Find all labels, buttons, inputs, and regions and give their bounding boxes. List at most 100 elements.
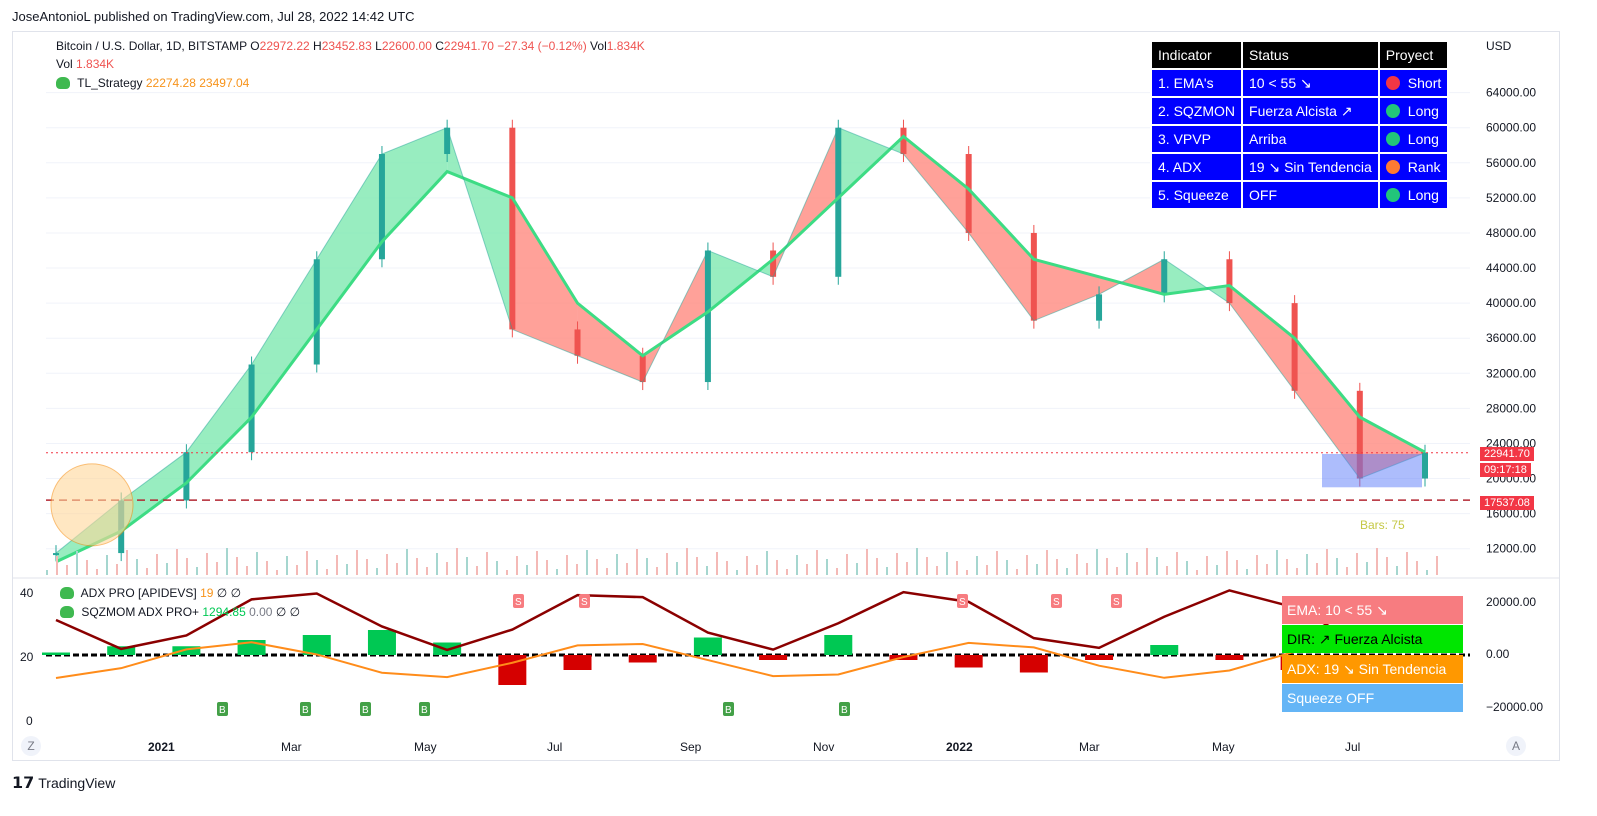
buy-signal-marker bbox=[723, 702, 734, 716]
sqzmom-legend[interactable]: SQZMOM ADX PRO+ 1294.85 0.00 ∅ ∅ bbox=[60, 605, 300, 619]
volume-bar bbox=[1256, 555, 1258, 575]
volume-bar bbox=[616, 554, 618, 575]
momentum-bar bbox=[42, 652, 70, 655]
row-status: Arriba bbox=[1241, 124, 1380, 154]
ema-fill-segment bbox=[1229, 285, 1295, 391]
buy-signal-marker bbox=[300, 702, 311, 716]
volume-bar bbox=[1286, 559, 1288, 575]
header-status: Status bbox=[1241, 40, 1380, 70]
ema-fill-segment bbox=[707, 250, 774, 312]
y-tick-label: 40000.00 bbox=[1486, 296, 1536, 310]
x-tick-label: Mar bbox=[1079, 740, 1100, 754]
volume-bar bbox=[106, 555, 108, 575]
volume-bar bbox=[1026, 555, 1028, 575]
volume-bar bbox=[986, 565, 988, 575]
volume-bar bbox=[1366, 562, 1368, 575]
auto-scale-button[interactable]: A bbox=[1506, 736, 1526, 756]
volume-bar bbox=[1346, 567, 1348, 575]
volume-bar bbox=[466, 557, 468, 575]
momentum-bar bbox=[693, 637, 722, 655]
volume-bar bbox=[346, 564, 348, 575]
volume-bar bbox=[436, 553, 438, 575]
open-label: O bbox=[250, 39, 260, 53]
volume-legend[interactable]: Vol 1.834K bbox=[56, 57, 114, 71]
volume-bar bbox=[656, 567, 658, 575]
volume-bar bbox=[1426, 570, 1428, 575]
volume-bar bbox=[86, 560, 88, 575]
volume-bar bbox=[906, 562, 908, 575]
strategy-value-2: 23497.04 bbox=[199, 76, 250, 90]
volume-bar bbox=[796, 555, 798, 575]
strategy-legend[interactable]: TL_Strategy 22274.28 23497.04 bbox=[56, 76, 249, 90]
volume-bar bbox=[406, 549, 408, 575]
volume-bar bbox=[806, 564, 808, 575]
adx-legend-v3: ∅ bbox=[230, 586, 242, 600]
volume-bar bbox=[636, 549, 638, 575]
volume-bar bbox=[286, 556, 288, 575]
volume-bar bbox=[326, 569, 328, 575]
indicator-table: Indicator Status Proyect 1. EMA's 10 < 5… bbox=[1149, 40, 1450, 210]
row-indicator: 5. Squeeze bbox=[1149, 180, 1244, 210]
volume-bar bbox=[366, 559, 368, 575]
tradingview-logo[interactable]: 𝟭𝟳 TradingView bbox=[12, 773, 115, 793]
y-tick-label: 56000.00 bbox=[1486, 156, 1536, 170]
volume-bar bbox=[726, 561, 728, 575]
y-tick-label: 44000.00 bbox=[1486, 261, 1536, 275]
x-tick-label: May bbox=[414, 740, 437, 754]
low-value: 22600.00 bbox=[381, 39, 432, 53]
row-proyect: Long bbox=[1377, 96, 1450, 126]
row-indicator: 2. SQZMON bbox=[1149, 96, 1244, 126]
volume-bar bbox=[1066, 568, 1068, 575]
lower-left-axis-0: 0 bbox=[26, 714, 33, 728]
row-status: 19 ↘ Sin Tendencia bbox=[1241, 152, 1380, 182]
y-tick-label: 16000.00 bbox=[1486, 507, 1536, 521]
ema-fill-segment bbox=[121, 452, 187, 532]
candle bbox=[704, 250, 711, 383]
volume-bar bbox=[856, 563, 858, 575]
volume-bar bbox=[586, 550, 588, 575]
volume-bar bbox=[176, 549, 178, 575]
frog-icon bbox=[60, 606, 74, 618]
volume-bar bbox=[1306, 554, 1308, 575]
adx-legend-v1: 19 bbox=[200, 586, 214, 600]
vol-value: 1.834K bbox=[606, 39, 645, 53]
row-indicator: 3. VPVP bbox=[1149, 124, 1244, 154]
symbol-name: Bitcoin / U.S. Dollar, 1D, BITSTAMP bbox=[56, 39, 247, 53]
row-status: OFF bbox=[1241, 180, 1380, 210]
ema-fill-segment bbox=[316, 154, 382, 330]
last-price-tag: 22941.70 bbox=[1480, 447, 1534, 461]
volume-bar bbox=[1276, 550, 1278, 575]
x-tick-label: Jul bbox=[1345, 740, 1360, 754]
momentum-bar bbox=[563, 655, 592, 670]
buy-signal-label: B bbox=[302, 705, 309, 716]
strategy-value-1: 22274.28 bbox=[145, 76, 196, 90]
header-proyect: Proyect bbox=[1377, 40, 1450, 70]
volume-bar bbox=[1196, 570, 1198, 575]
ema-fill-segment bbox=[1294, 338, 1360, 479]
zoom-reset-button[interactable]: Z bbox=[21, 736, 41, 756]
high-label: H bbox=[313, 39, 322, 53]
ema-fill-segment bbox=[838, 127, 904, 198]
candle bbox=[183, 452, 190, 501]
candle bbox=[444, 127, 451, 155]
change-value: −27.34 (−0.12%) bbox=[497, 39, 587, 53]
close-value: 22941.70 bbox=[443, 39, 494, 53]
candle bbox=[53, 553, 59, 556]
volume-bar bbox=[146, 568, 148, 575]
adx-legend[interactable]: ADX PRO [APIDEVS] 19 ∅ ∅ bbox=[60, 586, 241, 600]
volume-bar bbox=[776, 560, 778, 575]
volume-bar bbox=[226, 548, 228, 575]
volume-bar bbox=[1126, 553, 1128, 575]
ema-status-pill: EMA: 10 < 55 ↘ bbox=[1282, 596, 1463, 624]
status-dot-icon bbox=[1385, 104, 1400, 118]
row-status: Fuerza Alcista ↗ bbox=[1241, 96, 1380, 126]
volume-bar bbox=[186, 558, 188, 575]
volume-bar bbox=[756, 565, 758, 575]
sell-signal-label: S bbox=[515, 597, 522, 608]
volume-bar bbox=[216, 562, 218, 575]
volume-bar bbox=[546, 560, 548, 575]
volume-bar bbox=[826, 559, 828, 575]
volume-bar bbox=[1036, 564, 1038, 575]
y-tick-label: 64000.00 bbox=[1486, 86, 1536, 100]
